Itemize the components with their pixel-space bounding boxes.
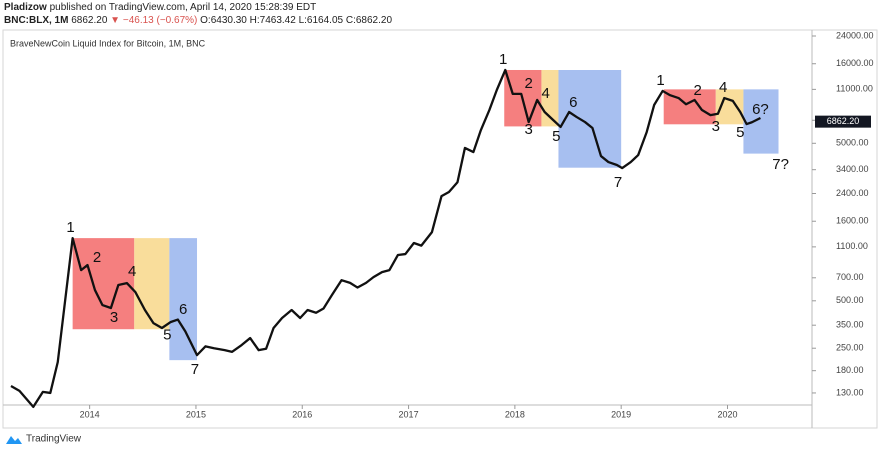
- x-tick-label: 2014: [80, 409, 100, 419]
- down-arrow: ▼: [110, 15, 121, 26]
- x-tick-label: 2016: [292, 409, 312, 419]
- cycle-label: 3: [110, 309, 118, 326]
- brand: TradingView: [26, 434, 82, 445]
- symbol: BNC:BLX, 1M: [4, 15, 69, 26]
- cycle-label: 2: [93, 249, 101, 266]
- cycle-label: 2: [525, 75, 533, 92]
- y-tick-label: 1100.00: [836, 241, 868, 251]
- cycle-label: 5: [736, 124, 744, 141]
- chart-title: BraveNewCoin Liquid Index for Bitcoin, 1…: [10, 38, 206, 48]
- published: published on TradingView.com, April 14, …: [49, 2, 317, 13]
- cycle-label: 7: [191, 361, 199, 378]
- y-tick-label: 3400.00: [836, 164, 869, 174]
- header-line: Pladizow published on TradingView.com, A…: [4, 2, 316, 13]
- brand-logo: TradingView: [6, 434, 82, 445]
- frame: [2, 29, 878, 429]
- cycle-label: 1: [656, 72, 664, 89]
- y-tick-label: 11000.00: [836, 84, 873, 94]
- cycle-label: 1: [66, 219, 74, 236]
- x-tick-label: 2019: [611, 409, 631, 419]
- y-tick-label: 1600.00: [836, 216, 869, 226]
- cycle-label: 6?: [752, 101, 769, 118]
- y-tick-label: 350.00: [836, 320, 864, 330]
- zone: [169, 238, 198, 361]
- x-tick-label: 2020: [717, 409, 737, 419]
- cycle-label: 5: [552, 128, 560, 145]
- y-tick-label: 250.00: [836, 343, 864, 353]
- zone: [134, 238, 170, 330]
- zone: [558, 69, 622, 168]
- change: −46.13 (−0.67%): [122, 15, 198, 26]
- cycle-label: 3: [525, 121, 533, 138]
- cycle-label: 6: [569, 94, 577, 111]
- last: 6862.20: [71, 15, 108, 26]
- price-tag: [815, 115, 871, 128]
- open: O:6430.30: [200, 15, 247, 26]
- cycle-label: 7: [614, 174, 622, 191]
- low: L:6164.05: [298, 15, 344, 26]
- x-tick-label: 2017: [399, 409, 419, 419]
- cycle-label: 2: [694, 82, 702, 99]
- cycle-label: 6: [179, 301, 187, 318]
- y-tick-label: 5000.00: [836, 138, 869, 148]
- y-tick-label: 130.00: [836, 387, 864, 397]
- zone: [743, 89, 779, 154]
- cycle-label: 3: [712, 118, 720, 135]
- price-line: [10, 68, 761, 409]
- close: C:6862.20: [345, 15, 393, 26]
- x-tick-label: 2018: [505, 409, 525, 419]
- y-tick-label: 24000.00: [836, 30, 874, 40]
- y-tick-label: 2400.00: [836, 188, 869, 198]
- cycle-label: 5: [163, 326, 171, 343]
- y-tick-label: 500.00: [836, 295, 864, 305]
- header-quote: BNC:BLX, 1M 6862.20 ▼ −46.13 (−0.67%) O:…: [4, 15, 392, 26]
- author: Pladizow: [4, 2, 47, 13]
- cycle-label: 1: [499, 51, 507, 68]
- x-tick-label: 2015: [186, 409, 206, 419]
- y-tick-label: 700.00: [836, 272, 864, 282]
- cycle-label: 4: [719, 79, 727, 96]
- y-tick-label: 16000.00: [836, 58, 874, 68]
- price-tag-label: 6862.20: [827, 116, 860, 126]
- high: H:7463.42: [249, 15, 296, 26]
- y-tick-label: 180.00: [836, 365, 864, 375]
- cycle-label: 4: [542, 85, 550, 102]
- cycle-label: 4: [128, 263, 136, 280]
- cycle-label: 7?: [772, 156, 789, 173]
